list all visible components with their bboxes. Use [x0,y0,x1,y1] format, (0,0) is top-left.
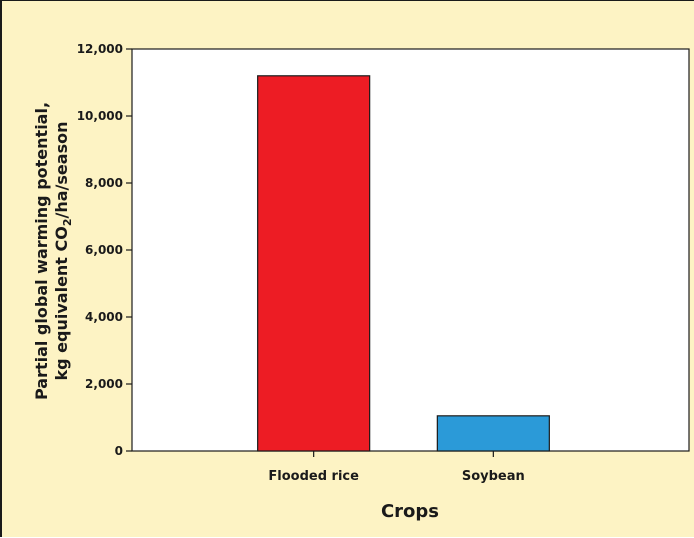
y-tick-label: 4,000 [85,310,123,324]
y-tick-label: 8,000 [85,176,123,190]
plot-area [131,48,690,452]
x-axis-title: Crops [381,501,439,522]
y-axis-title-line2: kg equivalent CO2/ha/season [52,122,74,381]
y-tick-label: 12,000 [77,42,123,56]
x-tick-label: Flooded rice [268,469,359,484]
y-tick-label: 2,000 [85,377,123,391]
x-tick-label: Soybean [462,469,525,484]
y-tick-label: 0 [115,444,123,458]
bar-flooded-rice [257,75,371,452]
bar-soybean [436,415,550,452]
y-axis: 0 2,000 4,000 6,000 8,000 10,000 12,000 [77,42,132,458]
y-tick-label: 6,000 [85,243,123,257]
x-axis: Flooded rice Soybean [268,451,525,484]
y-axis-title-line1: Partial global warming potential, [32,102,51,400]
y-tick-label: 10,000 [77,109,123,123]
